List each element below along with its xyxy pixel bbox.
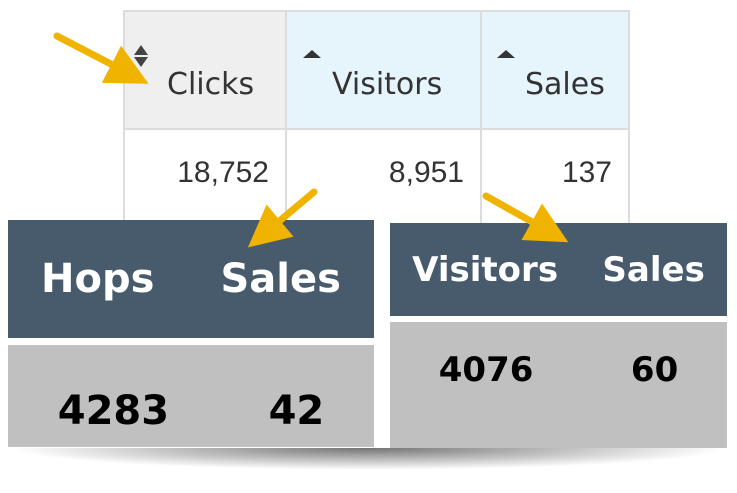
sort-icon [134, 45, 148, 55]
arrow [247, 188, 318, 248]
header-text: Clicks [167, 67, 255, 102]
clicks-header[interactable]: Clicks [123, 10, 287, 130]
cell-text: 18,752 [177, 156, 269, 189]
sort-icon [303, 50, 321, 58]
left-header: Hops Sales [8, 220, 374, 338]
cell-text: 42 [268, 388, 325, 434]
cell: 18,752 [123, 128, 287, 228]
header-text: Sales [602, 249, 705, 290]
shadow [10, 448, 727, 470]
cell-text: 4283 [57, 388, 170, 434]
sales-header[interactable]: Sales [480, 10, 630, 130]
visitors-header[interactable]: Visitors [285, 10, 482, 130]
cell: 8,951 [285, 128, 482, 228]
header-text: Sales [220, 256, 341, 302]
header-text: Sales [525, 67, 605, 102]
arrow [482, 192, 569, 243]
sort-icon [134, 57, 148, 67]
header-text: Visitors [332, 67, 443, 102]
right-body: 4076 60 [390, 322, 727, 448]
cell-text: 4076 [438, 350, 534, 390]
cell-text: 137 [561, 156, 612, 189]
cell-text: 60 [630, 350, 679, 390]
cell-text: 8,951 [388, 156, 464, 189]
left-body: 4283 42 [8, 345, 374, 447]
header-text: Visitors [412, 249, 559, 290]
header-text: Hops [41, 256, 155, 302]
sort-icon [497, 50, 515, 58]
arrow [53, 32, 149, 84]
cell: 137 [480, 128, 630, 228]
